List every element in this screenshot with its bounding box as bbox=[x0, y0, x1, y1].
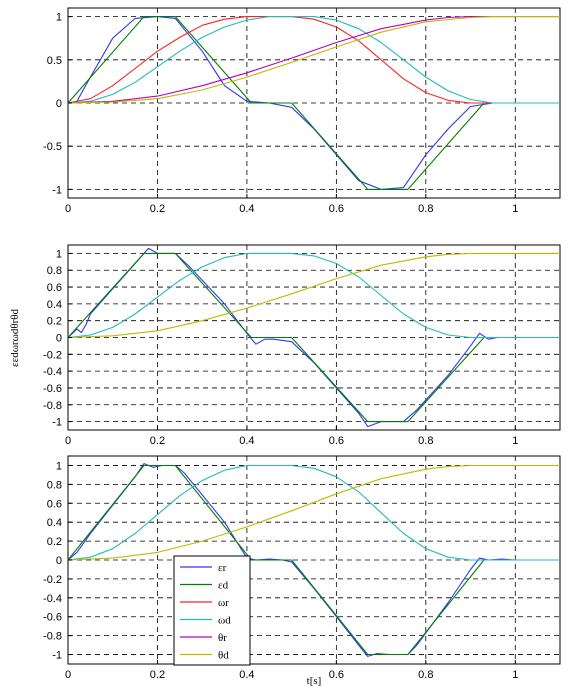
series-line-top-2 bbox=[67, 16, 560, 190]
y-tick-label: -0.8 bbox=[43, 400, 62, 412]
x-tick-label: 1 bbox=[512, 203, 518, 215]
panel-middle: 0 0.2 0.4 0.6 0.8 1 -1 -0.8 -0.6 -0.4 -0.2 0 0.2 0.4… bbox=[9, 244, 561, 447]
x-tick-label: 0 bbox=[65, 669, 71, 681]
series-line-middle-3 bbox=[67, 252, 560, 339]
y-tick-label: -0.2 bbox=[43, 574, 62, 586]
grid-middle bbox=[68, 245, 560, 430]
x-tick-label: 1 bbox=[512, 435, 518, 447]
x-ticks-top: 0 0.2 0.4 0.6 0.8 1 bbox=[65, 194, 518, 215]
x-axis-label-bottom: t[s] bbox=[307, 675, 322, 687]
legend-label: εr bbox=[218, 562, 227, 574]
legend-label: ωd bbox=[218, 615, 231, 627]
y-tick-label: 1 bbox=[56, 460, 62, 472]
y-tick-label: 0.6 bbox=[47, 282, 62, 294]
y-ticks-bottom: -1 -0.8 -0.6 -0.4 -0.2 0 0.2 0.4 0.6 0.8 1 bbox=[43, 460, 72, 662]
x-tick-label: 0.4 bbox=[239, 203, 254, 215]
x-tick-label: 0.2 bbox=[150, 203, 165, 215]
series-line-top-5 bbox=[67, 16, 560, 104]
y-tick-label: 1 bbox=[56, 248, 62, 260]
x-ticks-middle: 0 0.2 0.4 0.6 0.8 1 bbox=[65, 426, 518, 447]
panel-top: 0 0.2 0.4 0.6 0.8 1 -1 -0.5 0 0.5 1 bbox=[43, 7, 561, 215]
series-group-bottom bbox=[67, 463, 560, 657]
series-group-top bbox=[67, 16, 560, 190]
series-line-top-4 bbox=[67, 16, 560, 104]
series-line-top-1 bbox=[67, 16, 560, 190]
y-ticks-middle: -1 -0.8 -0.6 -0.4 -0.2 0 0.2 0.4 0.6 0.8 1 bbox=[43, 248, 72, 429]
y-tick-label: 0.6 bbox=[47, 498, 62, 510]
y-tick-label: -0.4 bbox=[43, 593, 62, 605]
y-tick-label: -0.4 bbox=[43, 366, 62, 378]
x-ticks-bottom: 0 0.2 0.4 0.6 0.8 1 bbox=[65, 660, 518, 681]
series-line-middle-1 bbox=[67, 247, 560, 428]
legend-label: θd bbox=[218, 650, 229, 662]
x-tick-label: 0.4 bbox=[239, 669, 254, 681]
x-tick-label: 0.8 bbox=[418, 435, 433, 447]
x-tick-label: 1 bbox=[512, 669, 518, 681]
y-tick-label: -1 bbox=[52, 417, 62, 429]
x-tick-label: 0.4 bbox=[239, 435, 254, 447]
series-group-middle bbox=[67, 247, 560, 428]
y-tick-label: 0.2 bbox=[47, 316, 62, 328]
y-tick-label: 0 bbox=[56, 98, 62, 110]
y-tick-label: -1 bbox=[52, 650, 62, 662]
y-tick-label: 0.4 bbox=[47, 517, 62, 529]
y-tick-label: -0.5 bbox=[43, 141, 62, 153]
y-tick-label: 0.8 bbox=[47, 479, 62, 491]
x-tick-label: 0 bbox=[65, 435, 71, 447]
series-line-bottom-3 bbox=[67, 464, 560, 561]
x-tick-label: 0.6 bbox=[329, 203, 344, 215]
y-tick-label: -0.6 bbox=[43, 612, 62, 624]
series-line-bottom-1 bbox=[67, 463, 560, 657]
y-tick-label: 0.8 bbox=[47, 265, 62, 277]
x-tick-label: 0 bbox=[65, 203, 71, 215]
y-tick-label: -1 bbox=[52, 184, 62, 196]
legend-label: εd bbox=[218, 580, 229, 592]
series-line-bottom-4 bbox=[67, 464, 560, 561]
legend: εr εd ωr ωd θr θd bbox=[173, 555, 251, 666]
grid-top bbox=[68, 8, 560, 198]
series-line-middle-2 bbox=[67, 252, 560, 423]
y-tick-label: -0.6 bbox=[43, 383, 62, 395]
y-tick-label: -0.2 bbox=[43, 349, 62, 361]
y-tick-label: 0 bbox=[56, 555, 62, 567]
legend-label: ωr bbox=[218, 597, 229, 609]
y-tick-label: 0.2 bbox=[47, 536, 62, 548]
series-line-middle-4 bbox=[67, 252, 560, 339]
legend-box bbox=[173, 555, 251, 666]
y-tick-label: 0.5 bbox=[47, 55, 62, 67]
x-tick-label: 0.2 bbox=[150, 435, 165, 447]
x-tick-label: 0.8 bbox=[418, 203, 433, 215]
y-ticks-top: -1 -0.5 0 0.5 1 bbox=[43, 12, 72, 196]
x-tick-label: 0.2 bbox=[150, 669, 165, 681]
y-tick-label: -0.8 bbox=[43, 631, 62, 643]
x-tick-label: 0.6 bbox=[329, 669, 344, 681]
legend-label: θr bbox=[218, 632, 227, 644]
x-tick-label: 0.8 bbox=[418, 669, 433, 681]
y-tick-label: 0.4 bbox=[47, 299, 62, 311]
x-tick-label: 0.6 bbox=[329, 435, 344, 447]
y-axis-label-middle: εεdωrωdθrθd bbox=[9, 308, 21, 367]
series-line-top-6 bbox=[67, 16, 560, 104]
y-tick-label: 0 bbox=[56, 333, 62, 345]
y-tick-label: 1 bbox=[56, 12, 62, 24]
series-line-bottom-2 bbox=[67, 464, 560, 656]
panel-bottom: 0 0.2 0.4 0.6 0.8 1 -1 -0.8 -0.6 -0.4 -0.2 0 0.2 0.4… bbox=[43, 455, 561, 687]
